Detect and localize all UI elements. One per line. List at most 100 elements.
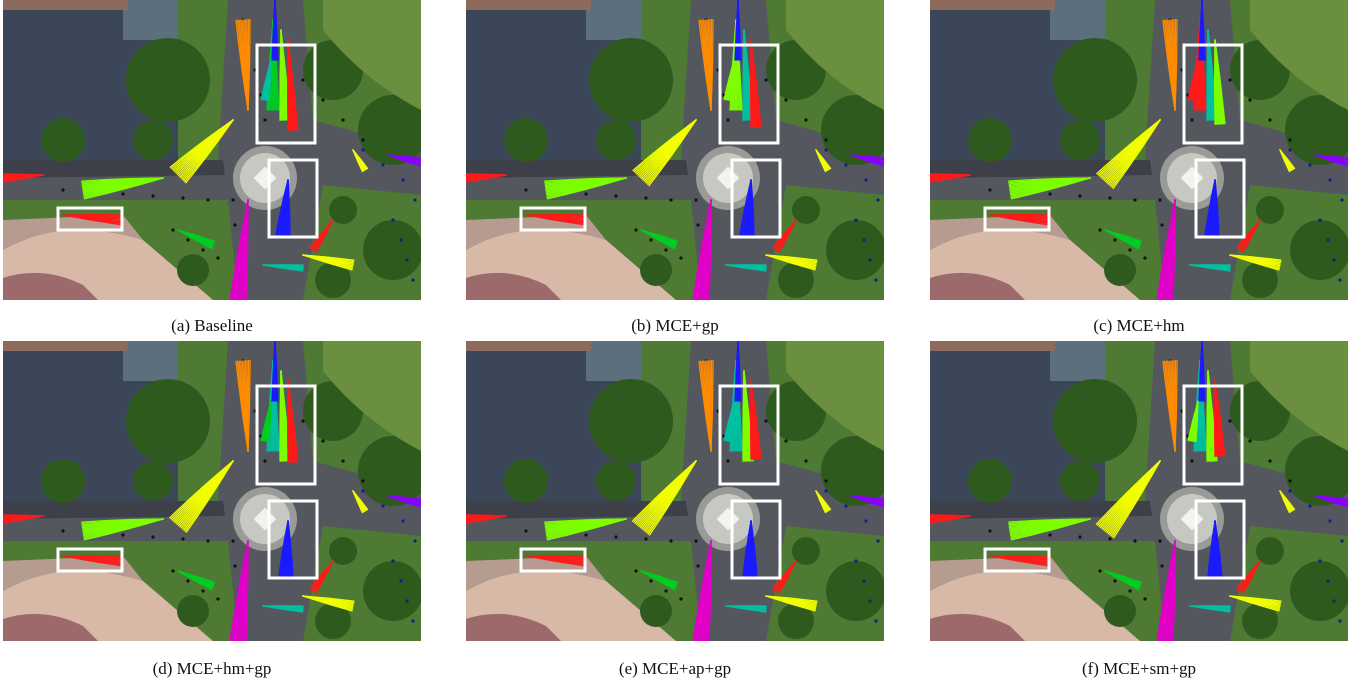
trajectory-fan bbox=[81, 518, 164, 541]
building-edge bbox=[466, 0, 591, 10]
history-track bbox=[1098, 569, 1147, 601]
tree bbox=[596, 120, 636, 160]
history-point bbox=[401, 519, 405, 523]
trajectory-fan bbox=[62, 554, 125, 567]
history-point bbox=[824, 148, 828, 152]
trajectory-fan bbox=[1207, 520, 1223, 577]
trajectory-line bbox=[302, 254, 353, 271]
trajectory-line bbox=[1095, 460, 1161, 525]
road-shadow bbox=[3, 501, 225, 519]
trajectory-line bbox=[930, 173, 971, 176]
trajectory-line bbox=[525, 555, 587, 567]
history-point bbox=[1326, 238, 1330, 242]
history-point bbox=[1338, 278, 1342, 282]
tree bbox=[1285, 95, 1348, 165]
history-point bbox=[1288, 479, 1292, 483]
history-point bbox=[726, 118, 730, 122]
trajectory-fan bbox=[725, 264, 767, 272]
trajectory-fan bbox=[1236, 560, 1261, 594]
history-point bbox=[1308, 163, 1312, 167]
lawn bbox=[323, 341, 421, 451]
trajectory-line bbox=[260, 400, 272, 442]
trajectory-fan bbox=[1104, 570, 1143, 591]
panel-caption: (f) MCE+sm+gp bbox=[1081, 659, 1197, 678]
tree bbox=[968, 118, 1012, 162]
history-point bbox=[868, 258, 872, 262]
trajectory-line bbox=[466, 514, 507, 517]
history-point bbox=[231, 198, 235, 202]
trajectory-fan bbox=[352, 490, 369, 514]
history-point bbox=[181, 537, 185, 541]
trajectory-fan bbox=[1279, 149, 1296, 173]
trajectory-fan bbox=[1236, 219, 1261, 253]
tree bbox=[133, 461, 173, 501]
history-point bbox=[1248, 439, 1252, 443]
trajectory-fan bbox=[1204, 179, 1220, 237]
history-point bbox=[151, 194, 155, 198]
sidewalk bbox=[3, 215, 143, 250]
trajectory-line bbox=[725, 264, 767, 272]
trajectory-line bbox=[1189, 605, 1231, 613]
history-point bbox=[784, 439, 788, 443]
trajectory-fan bbox=[262, 605, 304, 613]
history-point bbox=[206, 539, 210, 543]
building-glass bbox=[586, 0, 641, 40]
trajectory-line bbox=[177, 570, 213, 591]
building-edge bbox=[930, 0, 1055, 10]
trajectory-line bbox=[1187, 59, 1199, 101]
trajectory-line bbox=[723, 59, 735, 101]
building-glass bbox=[586, 341, 641, 381]
panel-d: (d) MCE+hm+gp bbox=[3, 341, 421, 678]
highlight-box-middle bbox=[267, 158, 319, 239]
tree bbox=[1290, 561, 1348, 621]
history-point bbox=[649, 238, 653, 242]
history-track bbox=[1228, 419, 1292, 483]
history-track bbox=[634, 228, 683, 260]
trajectory-line bbox=[177, 229, 213, 250]
trajectory-fan bbox=[271, 0, 279, 61]
trajectory-line bbox=[81, 518, 164, 523]
trajectory-fan bbox=[772, 219, 797, 253]
panel-caption: (a) Baseline bbox=[171, 316, 253, 335]
trajectory-line bbox=[1236, 219, 1261, 249]
history-point bbox=[216, 256, 220, 260]
trajectory-fan bbox=[815, 149, 832, 173]
history-point bbox=[171, 228, 175, 232]
highlight-box-left bbox=[983, 206, 1051, 232]
history-point bbox=[726, 459, 730, 463]
history-track bbox=[1098, 228, 1147, 260]
highlight-box-middle bbox=[1194, 158, 1246, 239]
trajectory-fan bbox=[544, 518, 627, 541]
history-point bbox=[1108, 196, 1112, 200]
trajectory-line bbox=[1008, 518, 1091, 523]
history-track bbox=[361, 148, 417, 202]
tree bbox=[968, 459, 1012, 503]
tree bbox=[329, 537, 357, 565]
trajectory-fan bbox=[62, 213, 125, 226]
history-point bbox=[764, 419, 768, 423]
trajectory-fan bbox=[1229, 254, 1282, 271]
tree bbox=[363, 220, 421, 280]
history-point bbox=[391, 559, 395, 563]
tree bbox=[133, 120, 173, 160]
highlight-box-middle bbox=[267, 499, 319, 580]
trajectory-line bbox=[309, 560, 334, 590]
trajectory-fan bbox=[1198, 341, 1206, 402]
history-point bbox=[854, 218, 858, 222]
history-point bbox=[321, 439, 325, 443]
trajectory-line bbox=[1198, 341, 1203, 402]
trajectory-line bbox=[271, 341, 276, 402]
highlight-box-middle bbox=[1194, 499, 1246, 580]
history-point bbox=[634, 569, 638, 573]
trajectories bbox=[466, 341, 884, 641]
trajectory-fan bbox=[1187, 59, 1199, 102]
history-point bbox=[411, 619, 415, 623]
trajectory-line bbox=[742, 520, 752, 577]
history-track bbox=[301, 419, 365, 483]
history-point bbox=[233, 223, 237, 227]
road bbox=[3, 0, 421, 300]
scene-image bbox=[3, 0, 421, 300]
history-point bbox=[824, 489, 828, 493]
history-point bbox=[263, 459, 267, 463]
trajectory-fan bbox=[1314, 495, 1348, 508]
